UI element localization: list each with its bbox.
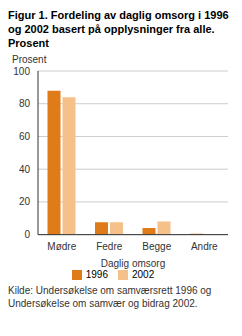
svg-text:80: 80 [19, 98, 31, 109]
html-text:Prosent: Prosent [12, 54, 47, 65]
svg-text:60: 60 [19, 131, 31, 142]
html-text:2002: 2002 [132, 268, 155, 280]
svg-text:Daglig omsorg: Daglig omsorg [101, 258, 165, 269]
svg-text:Fedre: Fedre [96, 241, 123, 252]
svg-text:40: 40 [19, 164, 31, 175]
svg-text:Begge: Begge [142, 241, 171, 252]
svg-text:Mødre: Mødre [47, 241, 76, 252]
html-text:Figur 1. Fordeling av daglig o: Figur 1. Fordeling av daglig omsorg i 19… [8, 9, 229, 49]
html-text:1996: 1996 [85, 268, 108, 280]
svg-text:Andre: Andre [191, 241, 218, 252]
html-text:Kilde: Undersøkelse om samværs: Kilde: Undersøkelse om samværsrett 1996 … [8, 285, 212, 309]
svg-text:20: 20 [19, 196, 31, 207]
svg-text:100: 100 [13, 66, 30, 77]
svg-text:0: 0 [24, 229, 30, 240]
